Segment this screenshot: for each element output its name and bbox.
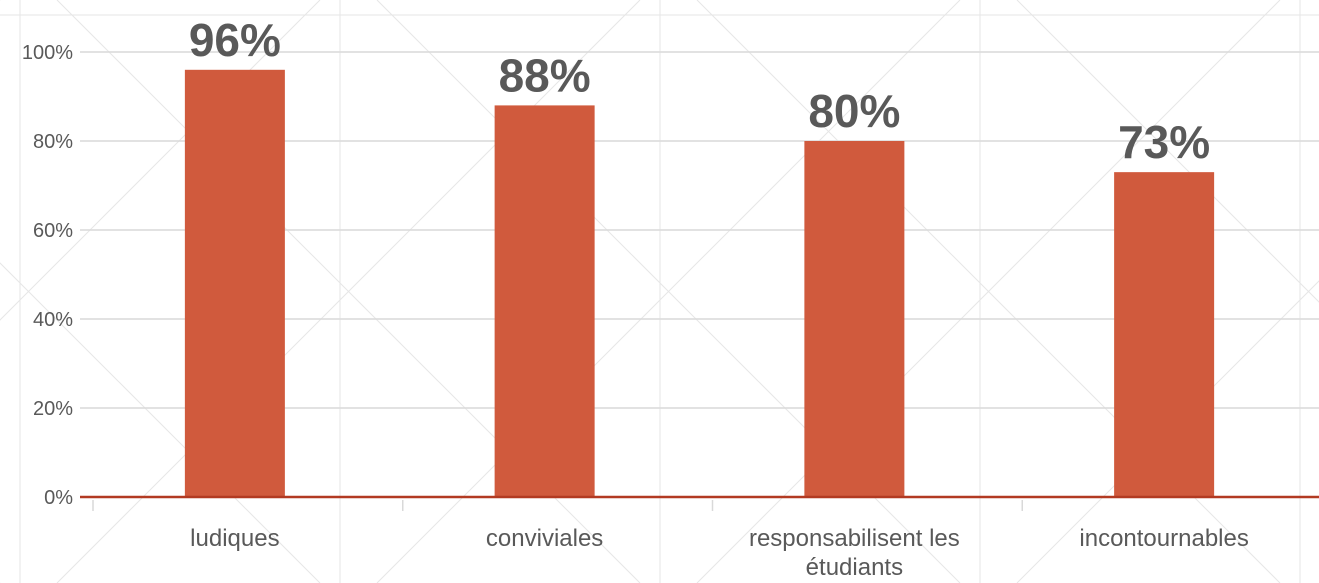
- bar: [184, 69, 285, 498]
- data-label: 88%: [499, 49, 591, 101]
- bar: [494, 105, 595, 498]
- bars: [184, 69, 1215, 498]
- y-tick-label: 100%: [22, 42, 73, 64]
- data-label: 73%: [1118, 116, 1210, 168]
- x-axis: ludiques conviviales responsabilisent les é…: [80, 495, 1319, 581]
- background-diagonal-line: [696, 0, 1281, 583]
- y-tick-label: 40%: [33, 309, 73, 331]
- background-diagonal-line: [56, 0, 641, 583]
- x-category-label-line: incontournables: [1079, 525, 1248, 552]
- data-label: 96%: [189, 14, 281, 66]
- x-category-label: incontournables: [1079, 525, 1248, 552]
- y-tick-label: 80%: [33, 131, 73, 153]
- x-category-label-line: ludiques: [190, 525, 279, 552]
- background-diagonal-line: [376, 0, 961, 583]
- x-category-label-line: étudiants: [806, 554, 903, 581]
- bar: [1114, 172, 1215, 497]
- y-tick-label: 60%: [33, 220, 73, 242]
- x-category-label-line: conviviales: [486, 525, 603, 552]
- data-labels: 96% 88% 80% 73%: [189, 14, 1210, 168]
- x-category-label: responsabilisent les étudiants: [749, 525, 960, 581]
- y-tick-label: 0%: [44, 487, 73, 509]
- data-label: 80%: [808, 85, 900, 137]
- x-category-label-line: responsabilisent les: [749, 525, 960, 552]
- y-tick-label: 20%: [33, 398, 73, 420]
- x-category-label: conviviales: [486, 525, 603, 552]
- bar: [804, 141, 905, 497]
- y-axis: 0% 20% 40% 60% 80% 100%: [22, 42, 73, 509]
- gridlines: [80, 51, 1319, 409]
- x-category-label: ludiques: [190, 525, 279, 552]
